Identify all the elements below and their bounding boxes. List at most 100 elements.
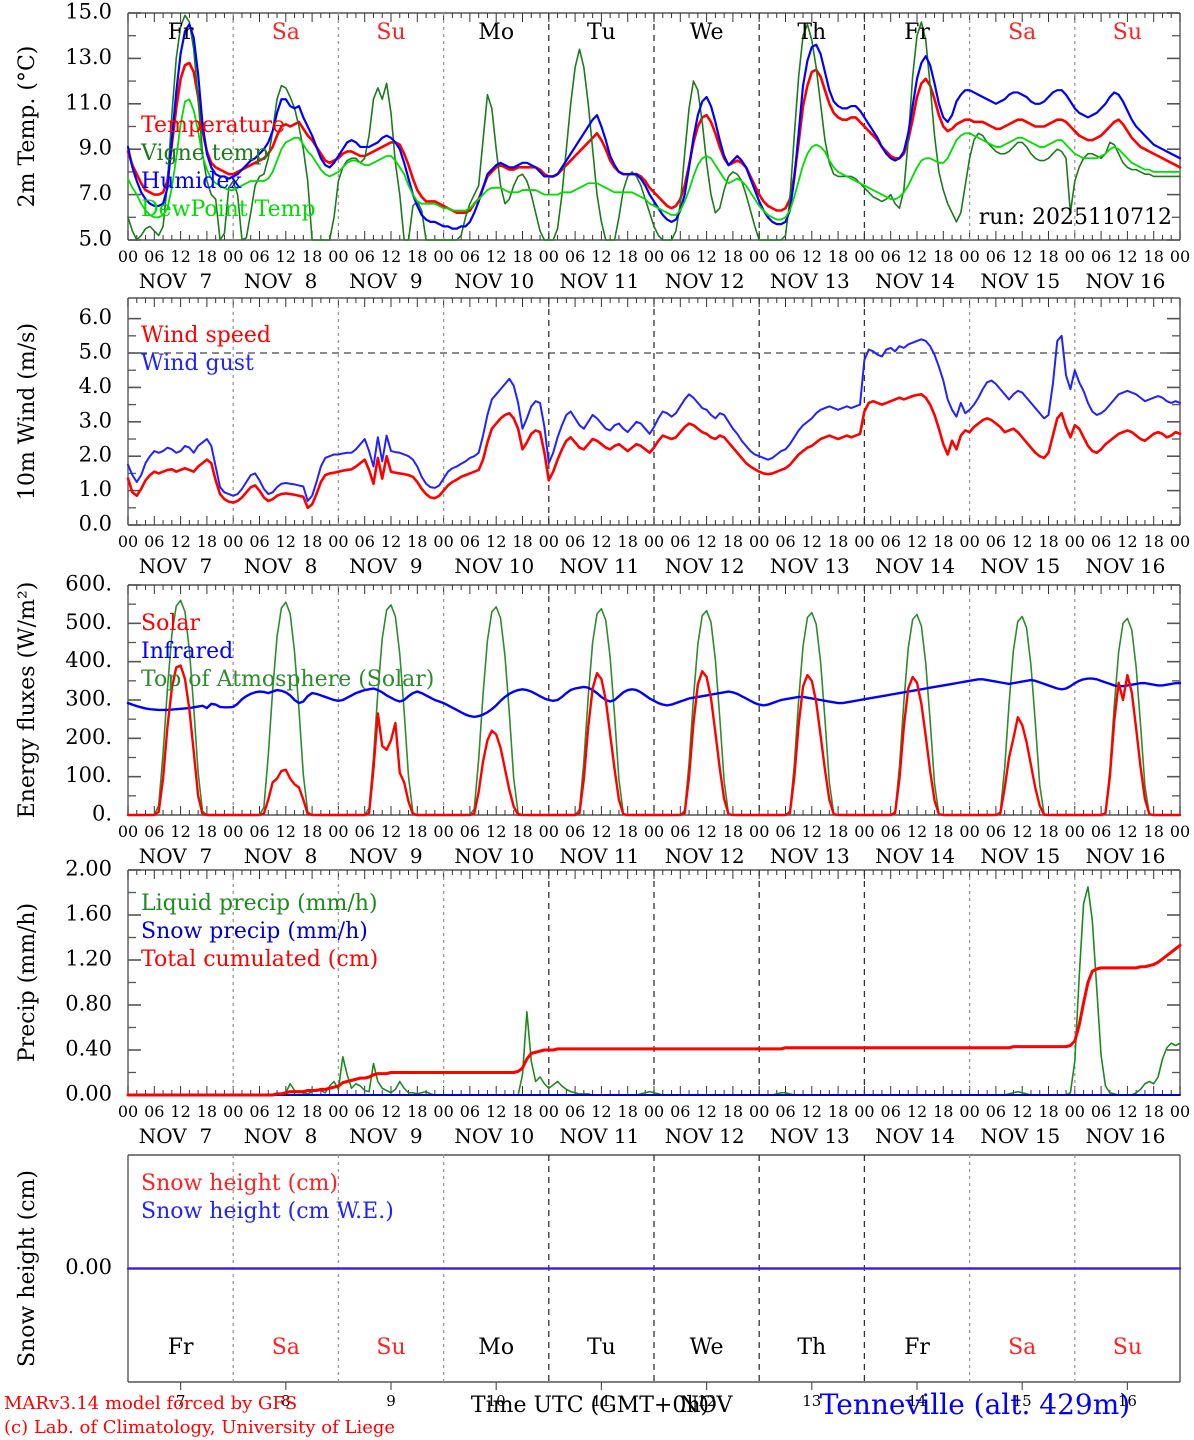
hour-tick-label: 06 (355, 532, 375, 551)
hour-tick-label: 00 (433, 1102, 453, 1121)
y-tick-label: 600. (65, 572, 112, 596)
month-label: NOV (665, 269, 714, 293)
day-number-label: 16 (1140, 554, 1165, 578)
bottom-day-number: 10 (487, 1392, 506, 1410)
panel-precip: 0.00 0.40 0.80 1.20 1.60 2.00 Precip (mm/h) Liq… (15, 857, 1190, 1149)
hour-tick-label: 18 (197, 822, 217, 841)
series-line-dewpoint-temp (127, 98, 1181, 221)
hour-tick-label: 00 (118, 247, 138, 266)
month-label: NOV (770, 1124, 819, 1148)
month-label: NOV (139, 269, 188, 293)
day-name-bottom: Su (1113, 1335, 1142, 1360)
hour-tick-label: 12 (170, 1102, 190, 1121)
hour-tick-label: 12 (696, 247, 716, 266)
hour-tick-label: 18 (933, 1102, 953, 1121)
legend-label: Humidex (141, 169, 242, 194)
month-label: NOV (454, 844, 503, 868)
bottom-day-number: 9 (386, 1392, 396, 1410)
y-tick-label: 1.20 (65, 947, 112, 971)
hour-tick-label: 00 (749, 532, 769, 551)
hour-tick-label: 18 (1144, 1102, 1164, 1121)
hour-tick-label: 18 (302, 247, 322, 266)
hour-tick-label: 12 (276, 822, 296, 841)
hour-tick-label: 12 (170, 532, 190, 551)
day-number-label: 8 (305, 554, 318, 578)
hour-tick-label: 12 (907, 1102, 927, 1121)
legend-label: Total cumulated (cm) (141, 947, 378, 972)
hour-tick-label: 12 (1117, 532, 1137, 551)
hour-tick-label: 06 (355, 822, 375, 841)
hour-tick-label: 18 (407, 1102, 427, 1121)
hour-tick-label: 00 (1170, 532, 1190, 551)
hour-tick-label: 18 (828, 1102, 848, 1121)
hour-tick-label: 06 (144, 532, 164, 551)
hour-tick-label: 18 (197, 1102, 217, 1121)
hour-tick-label: 00 (1065, 1102, 1085, 1121)
hour-tick-label: 18 (933, 532, 953, 551)
hour-tick-label: 06 (144, 822, 164, 841)
hour-tick-label: 12 (381, 822, 401, 841)
y-tick-label: 9.0 (79, 136, 112, 160)
series-line-vigne-temp (127, 14, 1181, 241)
hour-tick-label: 12 (276, 1102, 296, 1121)
series-line-wind-gust (127, 334, 1181, 502)
hour-tick-label: 12 (1012, 1102, 1032, 1121)
y-axis-title: 10m Wind (m/s) (15, 323, 40, 500)
day-name-top: Su (376, 20, 405, 45)
hour-tick-label: 00 (644, 532, 664, 551)
panel-snow_height: 0.00 Snow height (cm) Snow height (cm) Snow… (15, 1154, 1182, 1410)
day-name-bottom: Sa (272, 1335, 300, 1360)
y-tick-label: 0.80 (65, 992, 112, 1016)
hour-tick-label: 00 (749, 1102, 769, 1121)
legend-label: Top of Atmosphere (Solar) (141, 667, 434, 692)
month-label: NOV (980, 1124, 1029, 1148)
hour-tick-label: 12 (591, 822, 611, 841)
hour-tick-label: 06 (1091, 822, 1111, 841)
series-line-solar (126, 664, 1182, 817)
hour-tick-label: 18 (197, 247, 217, 266)
hour-tick-label: 06 (986, 532, 1006, 551)
day-number-label: 11 (614, 554, 639, 578)
legend-label: Vigne temp (140, 141, 269, 166)
month-label: NOV (875, 844, 924, 868)
hour-tick-label: 06 (986, 247, 1006, 266)
month-label: NOV (665, 554, 714, 578)
y-tick-label: 0.00 (65, 1255, 112, 1279)
month-label: NOV (875, 1124, 924, 1148)
hour-tick-label: 00 (644, 1102, 664, 1121)
hour-tick-label: 00 (749, 247, 769, 266)
day-number-label: 15 (1035, 269, 1060, 293)
day-number-label: 15 (1035, 844, 1060, 868)
hour-tick-label: 18 (723, 532, 743, 551)
day-name-top: Fr (904, 20, 930, 45)
hour-tick-label: 06 (460, 1102, 480, 1121)
month-label: NOV (770, 554, 819, 578)
hour-tick-label: 00 (1065, 532, 1085, 551)
hour-tick-label: 18 (933, 247, 953, 266)
hour-tick-label: 12 (696, 822, 716, 841)
legend-label: Solar (141, 611, 200, 636)
day-number-label: 10 (509, 1124, 534, 1148)
hour-tick-label: 06 (986, 1102, 1006, 1121)
y-tick-label: 6.0 (79, 305, 112, 329)
hour-tick-label: 00 (223, 822, 243, 841)
month-label: NOV (244, 554, 293, 578)
month-label: NOV (1086, 554, 1135, 578)
hour-tick-label: 12 (907, 822, 927, 841)
run-label: run: 2025110712 (979, 205, 1172, 230)
hour-tick-label: 00 (1170, 1102, 1190, 1121)
hour-tick-label: 06 (881, 1102, 901, 1121)
month-label: NOV (1086, 844, 1135, 868)
hour-tick-label: 00 (433, 532, 453, 551)
hour-tick-label: 00 (328, 532, 348, 551)
bottom-day-number: 13 (802, 1392, 821, 1410)
day-number-label: 16 (1140, 844, 1165, 868)
hour-tick-label: 12 (1012, 247, 1032, 266)
month-label: NOV (349, 1124, 398, 1148)
month-label: NOV (454, 1124, 503, 1148)
legend-label: Wind gust (141, 351, 254, 376)
hour-tick-label: 12 (381, 532, 401, 551)
hour-tick-label: 12 (1012, 822, 1032, 841)
hour-tick-label: 06 (775, 247, 795, 266)
day-name-top: Su (1113, 20, 1142, 45)
